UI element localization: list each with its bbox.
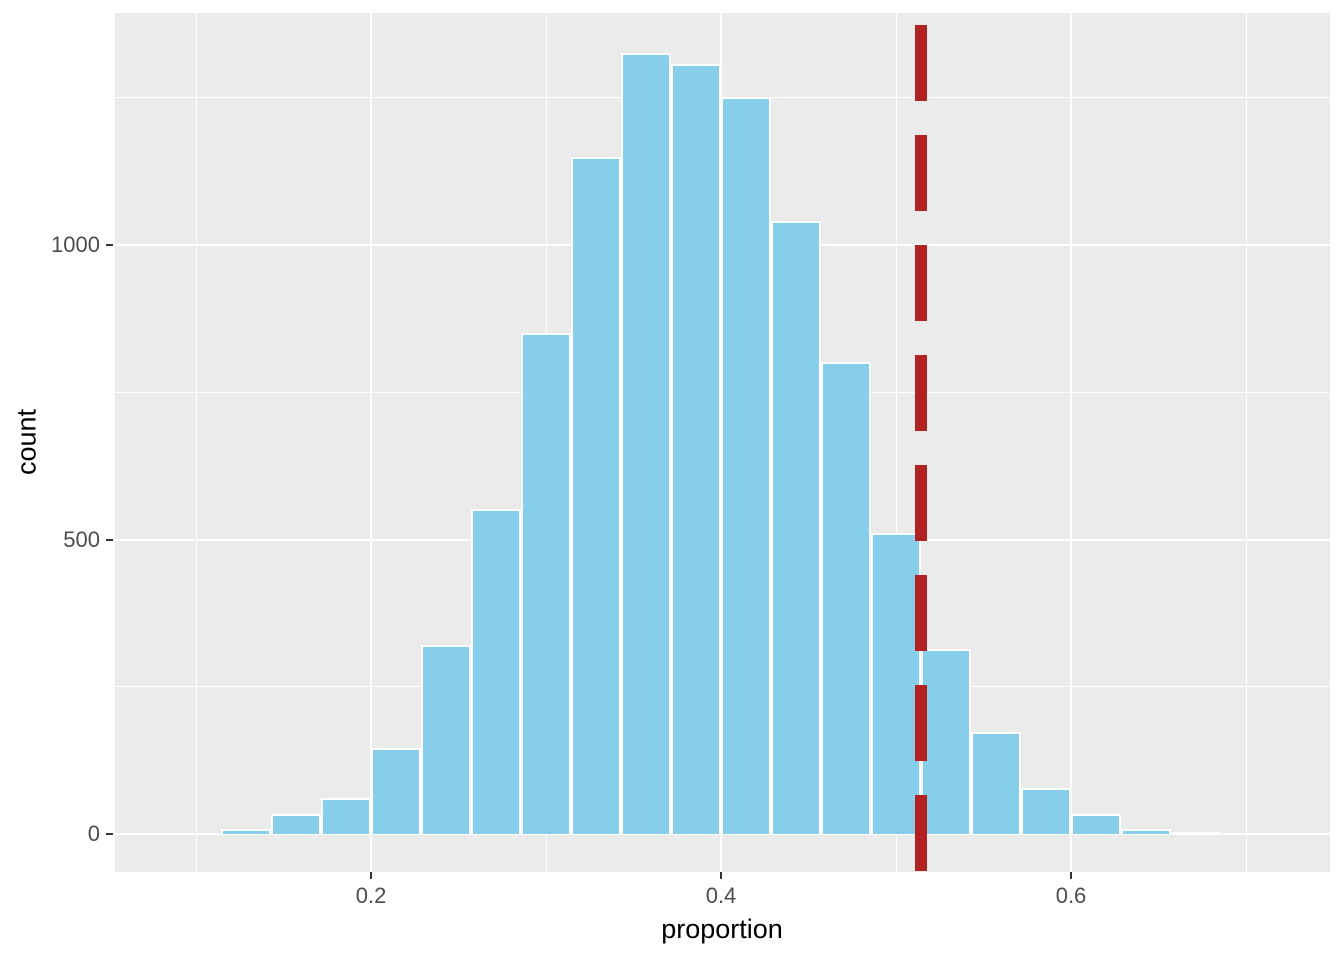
x-major-gridline <box>370 13 373 872</box>
histogram-bar <box>1170 831 1221 834</box>
histogram-bar <box>870 533 922 834</box>
x-tick-label: 0.4 <box>705 883 737 908</box>
x-tick-label: 0.2 <box>355 883 387 908</box>
histogram-bar <box>621 52 671 834</box>
y-tick-label: 500 <box>63 526 100 552</box>
x-minor-gridline <box>195 13 197 872</box>
x-tick-mark <box>1070 872 1072 879</box>
histogram-bar <box>971 732 1021 834</box>
histogram-bar <box>820 362 871 834</box>
histogram-bar <box>421 644 471 834</box>
histogram-bar <box>1121 829 1171 834</box>
y-tick-mark <box>106 833 113 835</box>
reference-dashed-line <box>915 25 928 872</box>
histogram-bar <box>670 64 721 834</box>
histogram-bar <box>271 813 321 834</box>
histogram-bar <box>1071 813 1122 834</box>
y-axis-title: count <box>11 408 42 476</box>
y-tick-mark <box>106 538 113 541</box>
histogram-bar <box>221 829 272 834</box>
x-tick-mark <box>370 872 373 879</box>
histogram-bar <box>771 220 821 834</box>
histogram-bar <box>721 97 772 834</box>
plot-panel <box>115 13 1330 872</box>
histogram-bar <box>470 508 521 834</box>
x-minor-gridline <box>1245 13 1247 872</box>
histogram-bar <box>520 333 572 834</box>
y-tick-mark <box>106 244 113 246</box>
x-minor-gridline <box>895 13 897 872</box>
x-tick-mark <box>720 872 722 879</box>
y-tick-label: 1000 <box>51 232 100 257</box>
x-tick-label: 0.6 <box>1055 883 1087 908</box>
y-tick-label: 0 <box>87 821 100 846</box>
x-major-gridline <box>1070 13 1072 872</box>
histogram-bar <box>371 748 422 834</box>
histogram-bar <box>1020 788 1071 834</box>
histogram-bar <box>320 798 372 834</box>
histogram-bar <box>571 156 622 834</box>
x-axis-title: proportion <box>661 914 783 944</box>
histogram-bar <box>921 649 972 834</box>
y-major-gridline <box>115 833 1330 835</box>
